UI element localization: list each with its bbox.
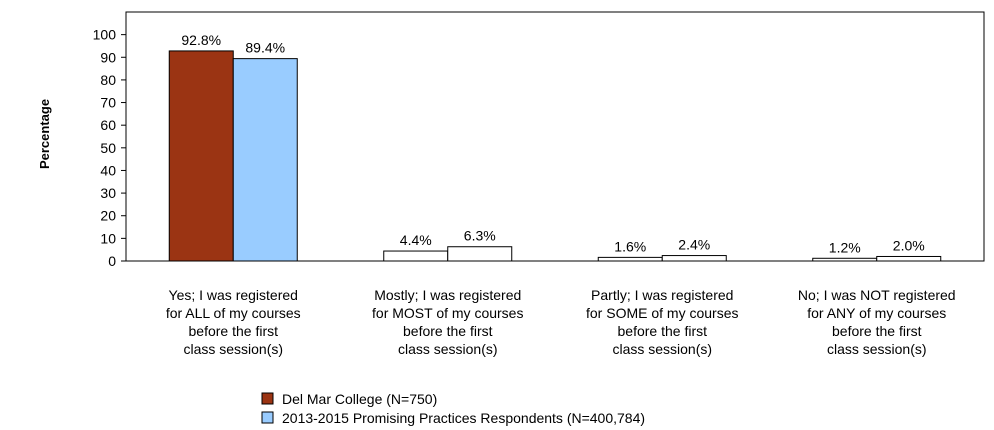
value-label: 4.4%: [400, 232, 432, 248]
x-axis-category-labels: Yes; I was registered for ALL of my cours…: [166, 287, 956, 357]
value-label: 2.4%: [678, 237, 710, 253]
y-tick-label: 0: [108, 253, 116, 269]
legend-swatch: [261, 392, 274, 405]
y-axis-label: Percentage: [37, 99, 52, 169]
y-tick-label: 70: [100, 95, 116, 111]
category-label: Mostly; I was registered for MOST of my c…: [372, 287, 523, 357]
bar-series0-cat0: [168, 50, 234, 262]
category-label: Partly; I was registered for SOME of my c…: [586, 287, 738, 357]
value-label: 92.8%: [181, 32, 221, 48]
bar-series1-cat3: [876, 255, 942, 262]
y-tick-label: 90: [100, 49, 116, 65]
y-tick-label: 100: [93, 27, 117, 43]
bar-series1-cat2: [661, 255, 727, 262]
category-label: Yes; I was registered for ALL of my cours…: [166, 287, 301, 357]
plot-area: [125, 11, 985, 262]
y-tick-label: 60: [100, 117, 116, 133]
legend-label: Del Mar College (N=750): [282, 391, 437, 407]
legend-swatch: [261, 411, 274, 424]
bar-series1-cat0: [232, 58, 298, 262]
legend-label: 2013-2015 Promising Practices Respondent…: [282, 410, 645, 426]
bar-series0-cat3: [812, 257, 878, 262]
y-tick-label: 20: [100, 208, 116, 224]
value-labels: 92.8% 89.4% 4.4% 6.3% 1.6% 2.4% 1.2% 2.0%: [181, 32, 924, 255]
value-label: 89.4%: [245, 40, 285, 56]
category-label: No; I was NOT registered for ANY of my co…: [798, 287, 956, 357]
value-label: 6.3%: [464, 228, 496, 244]
bar-series0-cat2: [597, 256, 663, 262]
legend: Del Mar College (N=750) 2013-2015 Promisi…: [261, 391, 645, 426]
bar-series0-cat1: [383, 250, 449, 262]
y-tick-label: 40: [100, 162, 116, 178]
y-axis-ticks: 0 10 20 30 40 50 60 70 80 90 100: [93, 27, 126, 269]
y-tick-label: 30: [100, 185, 116, 201]
value-label: 1.2%: [829, 239, 861, 255]
value-label: 2.0%: [893, 237, 925, 253]
bar-series1-cat1: [447, 246, 513, 262]
y-tick-label: 50: [100, 140, 116, 156]
y-tick-label: 10: [100, 230, 116, 246]
value-label: 1.6%: [614, 238, 646, 254]
y-tick-label: 80: [100, 72, 116, 88]
bars: [168, 50, 942, 262]
